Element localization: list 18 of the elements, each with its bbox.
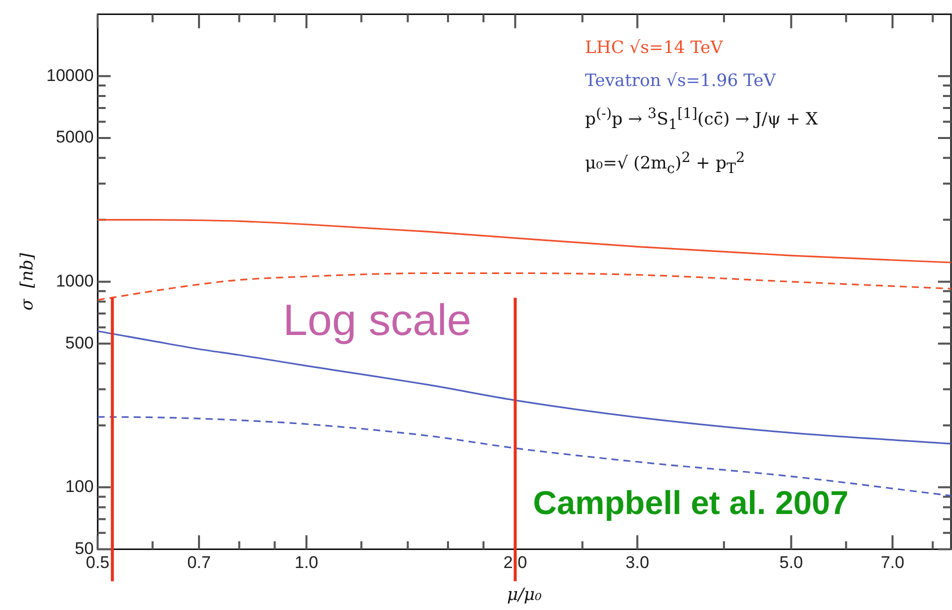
x-tick-label: 3.0 (626, 553, 650, 572)
x-axis-title: μ/μ₀ (507, 585, 542, 606)
y-tick-label: 5000 (56, 128, 94, 147)
x-tick-label: 5.0 (779, 553, 803, 572)
text: LHC √s=14 TeV (585, 37, 724, 60)
annotation: Log scale (283, 296, 472, 346)
y-tick-label: 500 (65, 333, 94, 352)
text: Tevatron √s=1.96 TeV (585, 70, 777, 93)
x-tick-label: 0.7 (187, 553, 211, 572)
annotation: Campbell et al. 2007 (533, 484, 848, 522)
x-tick-label: 1.0 (294, 553, 318, 572)
y-tick-label: 1000 (56, 271, 94, 290)
y-tick-label: 100 (65, 476, 94, 496)
x-tick-label: 0.5 (86, 553, 110, 572)
y-axis-title: σ [nb] (18, 252, 38, 310)
y-tick-label: 10000 (46, 66, 94, 85)
annotation: p$^{(-)}$p → $^{3}$S$_{1}$$^{[1]}$(cc̄) → J/ψ + X (585, 105, 818, 136)
x-tick-label: 7.0 (880, 553, 904, 572)
